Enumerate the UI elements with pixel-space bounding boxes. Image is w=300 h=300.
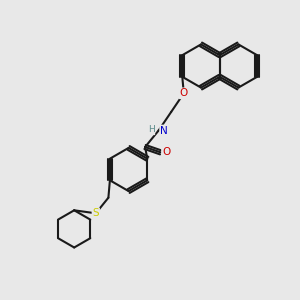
Text: O: O xyxy=(180,88,188,98)
Text: N: N xyxy=(160,125,168,136)
Text: O: O xyxy=(162,147,170,158)
Text: S: S xyxy=(92,208,99,218)
Text: H: H xyxy=(148,125,154,134)
